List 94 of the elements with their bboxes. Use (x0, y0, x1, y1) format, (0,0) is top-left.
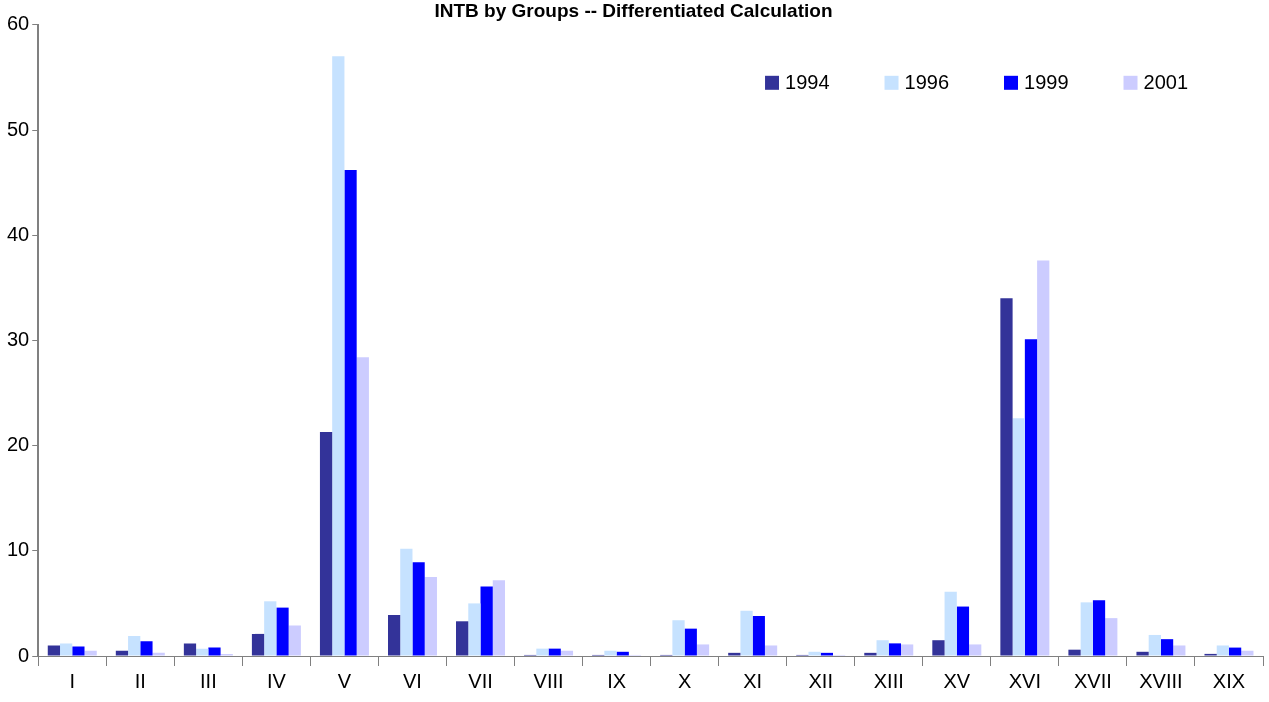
bar (969, 644, 982, 656)
bar (560, 650, 574, 656)
bar (140, 641, 153, 656)
x-tick-label: IV (266, 669, 287, 692)
bar (47, 645, 61, 656)
legend-label: 1996 (904, 71, 950, 94)
x-tick-label: VI (403, 669, 422, 692)
bar (684, 628, 697, 656)
bar (412, 562, 425, 656)
bar (60, 643, 73, 656)
bar (944, 591, 957, 656)
bar (1228, 647, 1242, 656)
y-tick-label: 0 (18, 643, 30, 666)
x-tick-label: XII (808, 669, 833, 692)
bar (480, 586, 493, 656)
x-tick-label: V (337, 669, 352, 692)
x-tick-label: XI (743, 669, 763, 692)
bar (1173, 645, 1186, 656)
x-tick-label: III (200, 669, 217, 692)
bar (764, 645, 778, 656)
x-tick-label: VII (468, 669, 493, 692)
bar (276, 607, 289, 656)
bar (1148, 634, 1161, 656)
x-tick-label: XIX (1212, 669, 1246, 692)
bar (72, 646, 85, 656)
legend-label: 1999 (1024, 71, 1069, 94)
bar (1216, 645, 1229, 656)
bar (1068, 649, 1081, 656)
bar (196, 648, 209, 656)
bar (616, 651, 629, 656)
bar (888, 643, 902, 656)
bar (208, 647, 221, 656)
bar (901, 644, 914, 656)
bar (536, 648, 549, 656)
x-tick-label: II (134, 669, 146, 692)
x-tick-label: XVIII (1139, 669, 1183, 692)
bar (876, 640, 889, 656)
bar (1241, 650, 1254, 656)
bar (115, 650, 129, 656)
x-tick-label: XV (943, 669, 971, 692)
x-tick-label: IX (607, 669, 627, 692)
bar (864, 652, 877, 656)
bar (696, 644, 710, 656)
x-tick-label: XIII (873, 669, 904, 692)
bar (808, 651, 821, 656)
bar (752, 616, 765, 656)
bar (548, 648, 561, 656)
bar (492, 580, 506, 656)
y-tick-label: 60 (7, 12, 30, 35)
bar (604, 650, 617, 656)
y-tick-label: 20 (7, 433, 30, 456)
bar (264, 601, 277, 656)
bar (344, 169, 357, 656)
bar (456, 621, 469, 656)
bar (387, 614, 401, 656)
bar (319, 431, 333, 656)
bar (1092, 600, 1106, 656)
y-tick-label: 40 (7, 222, 30, 245)
bar (1080, 602, 1093, 656)
bar (728, 652, 741, 656)
chart-title: INTB by Groups -- Differentiated Calculation (434, 0, 833, 21)
bar (740, 610, 753, 656)
bar (672, 620, 685, 656)
bar (932, 640, 945, 656)
bar (1160, 639, 1174, 656)
y-tick-label: 30 (7, 327, 30, 350)
bar (128, 636, 141, 656)
bar (1024, 339, 1038, 656)
legend-label: 1994 (785, 71, 830, 94)
y-tick-label: 10 (7, 538, 30, 561)
bar (820, 652, 833, 656)
bar (468, 603, 481, 656)
x-tick-label: VIII (533, 669, 564, 692)
bar (183, 643, 197, 656)
bar (84, 650, 97, 656)
x-tick-label: I (69, 669, 76, 692)
x-tick-label: XVII (1074, 669, 1112, 692)
bar (1136, 651, 1149, 656)
bar (400, 548, 413, 656)
x-tick-label: XVI (1008, 669, 1041, 692)
bar (1012, 418, 1025, 656)
bar (152, 652, 165, 656)
bar (424, 577, 437, 656)
bar (1000, 298, 1013, 656)
bar (332, 56, 345, 656)
bar (1105, 618, 1118, 656)
y-tick-label: 50 (7, 117, 30, 140)
x-tick-label: X (677, 669, 692, 692)
legend-label: 2001 (1143, 71, 1189, 94)
bar (288, 625, 301, 656)
bar (1037, 260, 1050, 656)
bar (956, 606, 970, 656)
bar (356, 357, 369, 656)
bar (251, 633, 265, 656)
